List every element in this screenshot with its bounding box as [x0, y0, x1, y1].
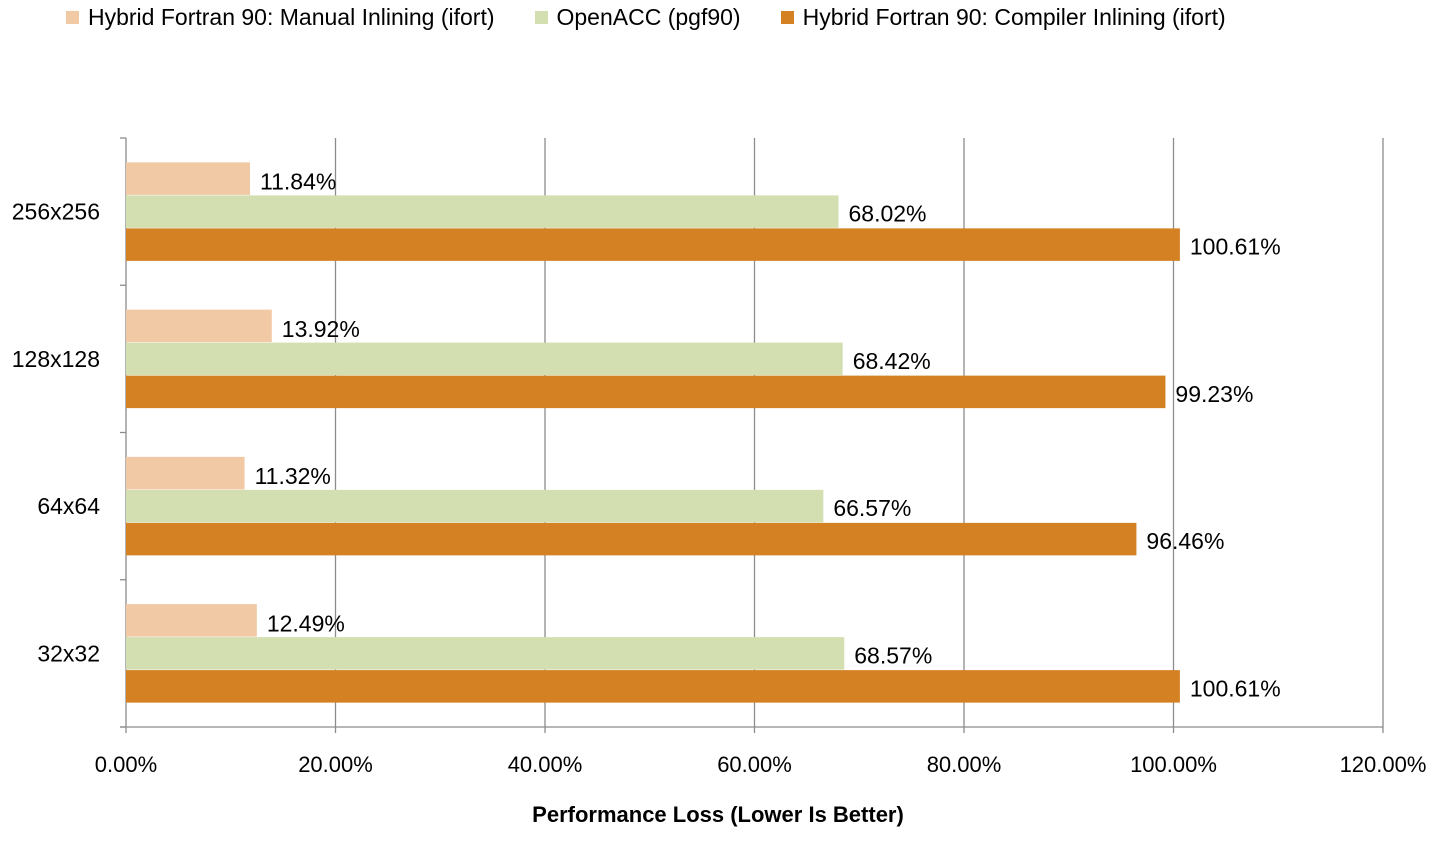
- x-tick-label-3: 60.00%: [717, 752, 792, 777]
- bar-32x32-series-1: [126, 637, 845, 670]
- category-label-64x64: 64x64: [37, 493, 100, 519]
- x-tick-label-2: 40.00%: [508, 752, 583, 777]
- chart-legend: Hybrid Fortran 90: Manual Inlining (ifor…: [66, 4, 1266, 31]
- x-tick-label-4: 80.00%: [927, 752, 1002, 777]
- bar-256x256-series-2: [126, 228, 1180, 261]
- x-axis-title: Performance Loss (Lower Is Better): [532, 802, 904, 827]
- data-label-256x256-series-1: 68.02%: [849, 201, 927, 227]
- data-label-64x64-series-1: 66.57%: [833, 495, 911, 521]
- x-tick-label-6: 120.00%: [1340, 752, 1427, 777]
- legend-item-manual-inlining: Hybrid Fortran 90: Manual Inlining (ifor…: [66, 4, 495, 31]
- data-label-32x32-series-0: 12.49%: [267, 610, 345, 636]
- legend-item-compiler-inlining: Hybrid Fortran 90: Compiler Inlining (if…: [780, 4, 1226, 31]
- bar-64x64-series-0: [126, 456, 245, 490]
- data-label-64x64-series-2: 96.46%: [1146, 528, 1224, 554]
- data-label-64x64-series-0: 11.32%: [255, 463, 331, 489]
- data-label-128x128-series-1: 68.42%: [853, 348, 931, 374]
- legend-label-manual-inlining: Hybrid Fortran 90: Manual Inlining (ifor…: [88, 4, 495, 30]
- x-tick-label-0: 0.00%: [95, 752, 157, 777]
- x-tick-label-5: 100.00%: [1130, 752, 1217, 777]
- data-label-128x128-series-2: 99.23%: [1175, 381, 1253, 407]
- bar-128x128-series-2: [126, 375, 1166, 409]
- bar-32x32-series-0: [126, 604, 257, 637]
- legend-label-compiler-inlining: Hybrid Fortran 90: Compiler Inlining (if…: [802, 4, 1226, 30]
- bar-256x256-series-1: [126, 195, 839, 228]
- bar-32x32-series-2: [126, 670, 1180, 703]
- bar-128x128-series-0: [126, 309, 272, 343]
- bar-256x256-series-0: [126, 162, 251, 195]
- category-label-256x256: 256x256: [12, 199, 100, 225]
- data-label-256x256-series-0: 11.84%: [260, 169, 336, 195]
- legend-swatch-openacc: [534, 11, 548, 24]
- legend-label-openacc: OpenACC (pgf90): [556, 4, 741, 30]
- x-tick-label-1: 20.00%: [298, 752, 373, 777]
- category-label-32x32: 32x32: [37, 640, 100, 666]
- data-label-32x32-series-2: 100.61%: [1190, 675, 1281, 701]
- category-label-128x128: 128x128: [12, 346, 100, 372]
- bar-128x128-series-1: [126, 342, 843, 376]
- legend-swatch-manual-inlining: [66, 11, 79, 24]
- legend-item-openacc: OpenACC (pgf90): [534, 4, 741, 31]
- bar-64x64-series-1: [126, 489, 824, 523]
- bar-64x64-series-2: [126, 522, 1137, 556]
- legend-swatch-compiler-inlining: [780, 11, 794, 24]
- data-label-32x32-series-1: 68.57%: [854, 642, 932, 668]
- data-label-128x128-series-0: 13.92%: [282, 316, 360, 342]
- data-label-256x256-series-2: 100.61%: [1190, 234, 1281, 260]
